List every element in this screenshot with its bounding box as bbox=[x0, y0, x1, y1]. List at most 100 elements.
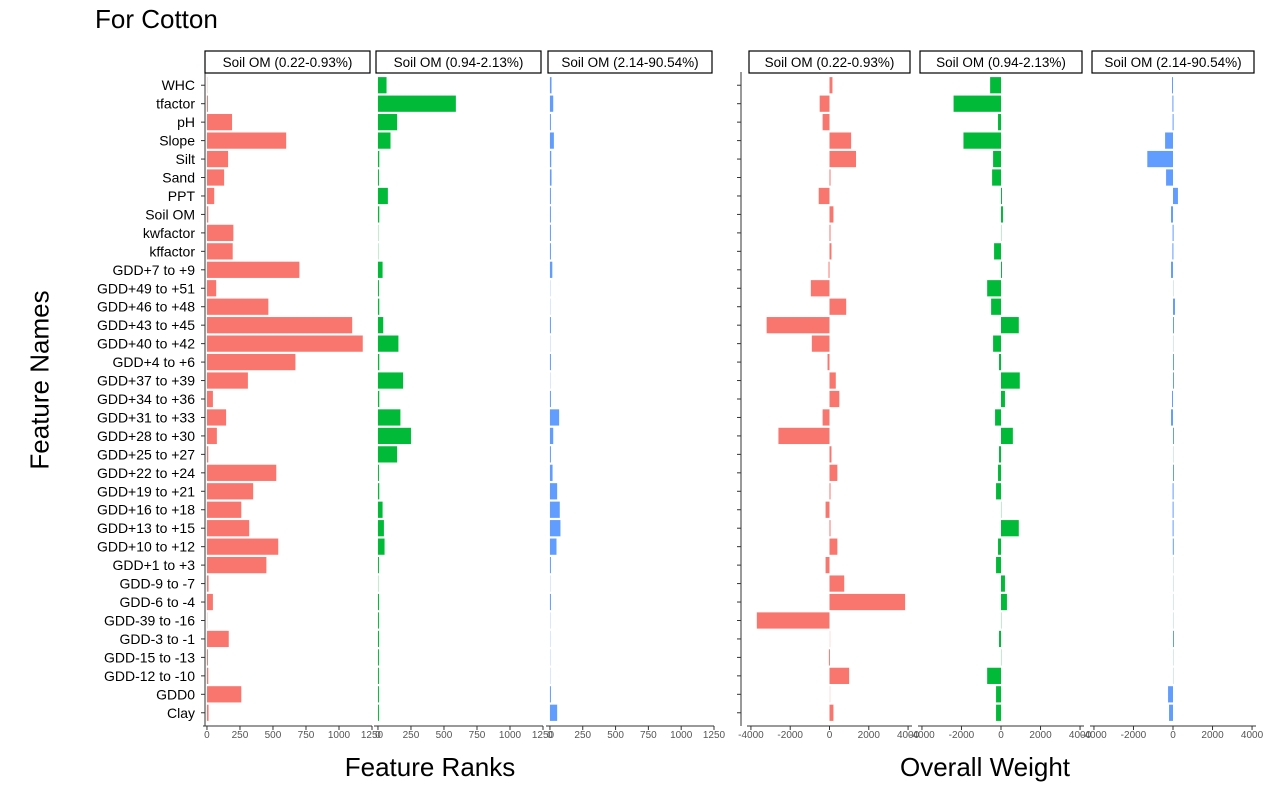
facet-label: Soil OM (2.14-90.54%) bbox=[1104, 55, 1241, 70]
y-tick-label: tfactor bbox=[156, 96, 195, 112]
bar bbox=[377, 593, 380, 611]
bar bbox=[377, 298, 380, 315]
bar bbox=[206, 446, 209, 463]
y-tick-label: pH bbox=[177, 114, 195, 130]
x-tick-label: 0 bbox=[998, 730, 1004, 741]
bar bbox=[1001, 593, 1007, 611]
bar bbox=[1165, 132, 1173, 149]
bar bbox=[549, 280, 551, 297]
bar bbox=[377, 353, 380, 371]
bar bbox=[206, 335, 363, 352]
bar bbox=[549, 667, 551, 684]
bar bbox=[1172, 77, 1174, 94]
bar bbox=[998, 114, 1001, 131]
bar bbox=[829, 483, 831, 500]
x-tick-label: -4000 bbox=[1081, 730, 1107, 741]
bar bbox=[549, 612, 551, 629]
bar bbox=[1001, 187, 1002, 205]
bar bbox=[549, 649, 551, 666]
bar bbox=[549, 353, 551, 371]
facet-strip bbox=[547, 50, 713, 74]
facet-strip bbox=[748, 50, 911, 74]
bar bbox=[377, 206, 380, 223]
bar bbox=[766, 317, 830, 334]
y-tick-label: GDD+43 to +45 bbox=[97, 317, 195, 333]
bar bbox=[998, 538, 1001, 555]
x-tick-label: 1250 bbox=[703, 730, 726, 741]
bar bbox=[549, 538, 557, 555]
y-tick-label: PPT bbox=[168, 188, 196, 204]
bar bbox=[1001, 390, 1005, 408]
bar bbox=[377, 612, 379, 629]
bar bbox=[549, 446, 551, 463]
page-title: For Cotton bbox=[95, 4, 218, 34]
x-tick-label: 1250 bbox=[361, 730, 384, 741]
bar bbox=[825, 501, 830, 518]
y-tick-label: GDD-39 to -16 bbox=[104, 612, 195, 628]
y-tick-label: Soil OM bbox=[145, 206, 195, 222]
x-tick-label: 2000 bbox=[1201, 730, 1224, 741]
bar bbox=[206, 132, 287, 149]
bar bbox=[999, 446, 1001, 463]
bar bbox=[377, 150, 380, 168]
bar bbox=[549, 686, 551, 703]
y-tick-label: GDD+10 to +12 bbox=[97, 539, 195, 555]
y-tick-label: Sand bbox=[162, 170, 195, 186]
bar bbox=[377, 556, 379, 574]
bar bbox=[993, 335, 1001, 352]
bar bbox=[1001, 427, 1013, 445]
bar bbox=[206, 520, 250, 537]
bar bbox=[1172, 114, 1174, 131]
bar bbox=[377, 372, 404, 389]
x-tick-label: 0 bbox=[204, 730, 210, 741]
bar bbox=[377, 520, 384, 537]
bar bbox=[1001, 649, 1002, 666]
bar bbox=[996, 704, 1001, 721]
bar bbox=[377, 464, 379, 481]
bar bbox=[1172, 520, 1174, 537]
bar bbox=[818, 187, 830, 205]
y-tick-label: GDD-3 to -1 bbox=[120, 631, 196, 647]
bar bbox=[377, 501, 383, 518]
bar bbox=[996, 556, 1001, 574]
bar bbox=[377, 409, 401, 426]
bar bbox=[1168, 686, 1173, 703]
x-tick-label: 0 bbox=[547, 730, 553, 741]
bar bbox=[206, 501, 242, 518]
facet-label: Soil OM (0.22-0.93%) bbox=[223, 55, 353, 70]
bar bbox=[206, 464, 277, 481]
bar bbox=[1171, 409, 1173, 426]
feature-ranks-axis-title: Feature Ranks bbox=[344, 752, 516, 782]
bar bbox=[377, 280, 379, 297]
y-tick-label: GDD+22 to +24 bbox=[97, 465, 195, 481]
bar bbox=[811, 335, 830, 352]
x-tick-label: 4000 bbox=[1241, 730, 1264, 741]
bar bbox=[1173, 427, 1174, 445]
bar bbox=[1172, 390, 1174, 408]
bar bbox=[377, 575, 379, 592]
bar bbox=[549, 95, 554, 112]
facet-strip bbox=[919, 50, 1083, 74]
x-tick-label: 750 bbox=[640, 730, 657, 741]
bar bbox=[1173, 612, 1174, 629]
bar bbox=[206, 649, 208, 666]
y-tick-label: GDD+16 to +18 bbox=[97, 502, 195, 518]
bar bbox=[991, 298, 1001, 315]
x-tick-label: 4000 bbox=[1069, 730, 1092, 741]
bar bbox=[549, 206, 551, 223]
bar bbox=[549, 150, 552, 168]
facet-strip bbox=[375, 50, 542, 74]
bar bbox=[549, 224, 551, 242]
x-tick-label: 1250 bbox=[532, 730, 555, 741]
bar bbox=[206, 556, 267, 574]
bar bbox=[994, 243, 1001, 260]
bar bbox=[829, 243, 832, 260]
bar bbox=[206, 686, 242, 703]
bar bbox=[1173, 280, 1174, 297]
y-tick-label: GDD+7 to +9 bbox=[113, 262, 196, 278]
y-tick-label: GDD+28 to +30 bbox=[97, 428, 195, 444]
bar bbox=[1172, 483, 1174, 500]
bar bbox=[1001, 224, 1002, 242]
bar bbox=[1169, 704, 1173, 721]
y-tick-label: GDD+46 to +48 bbox=[97, 299, 195, 315]
